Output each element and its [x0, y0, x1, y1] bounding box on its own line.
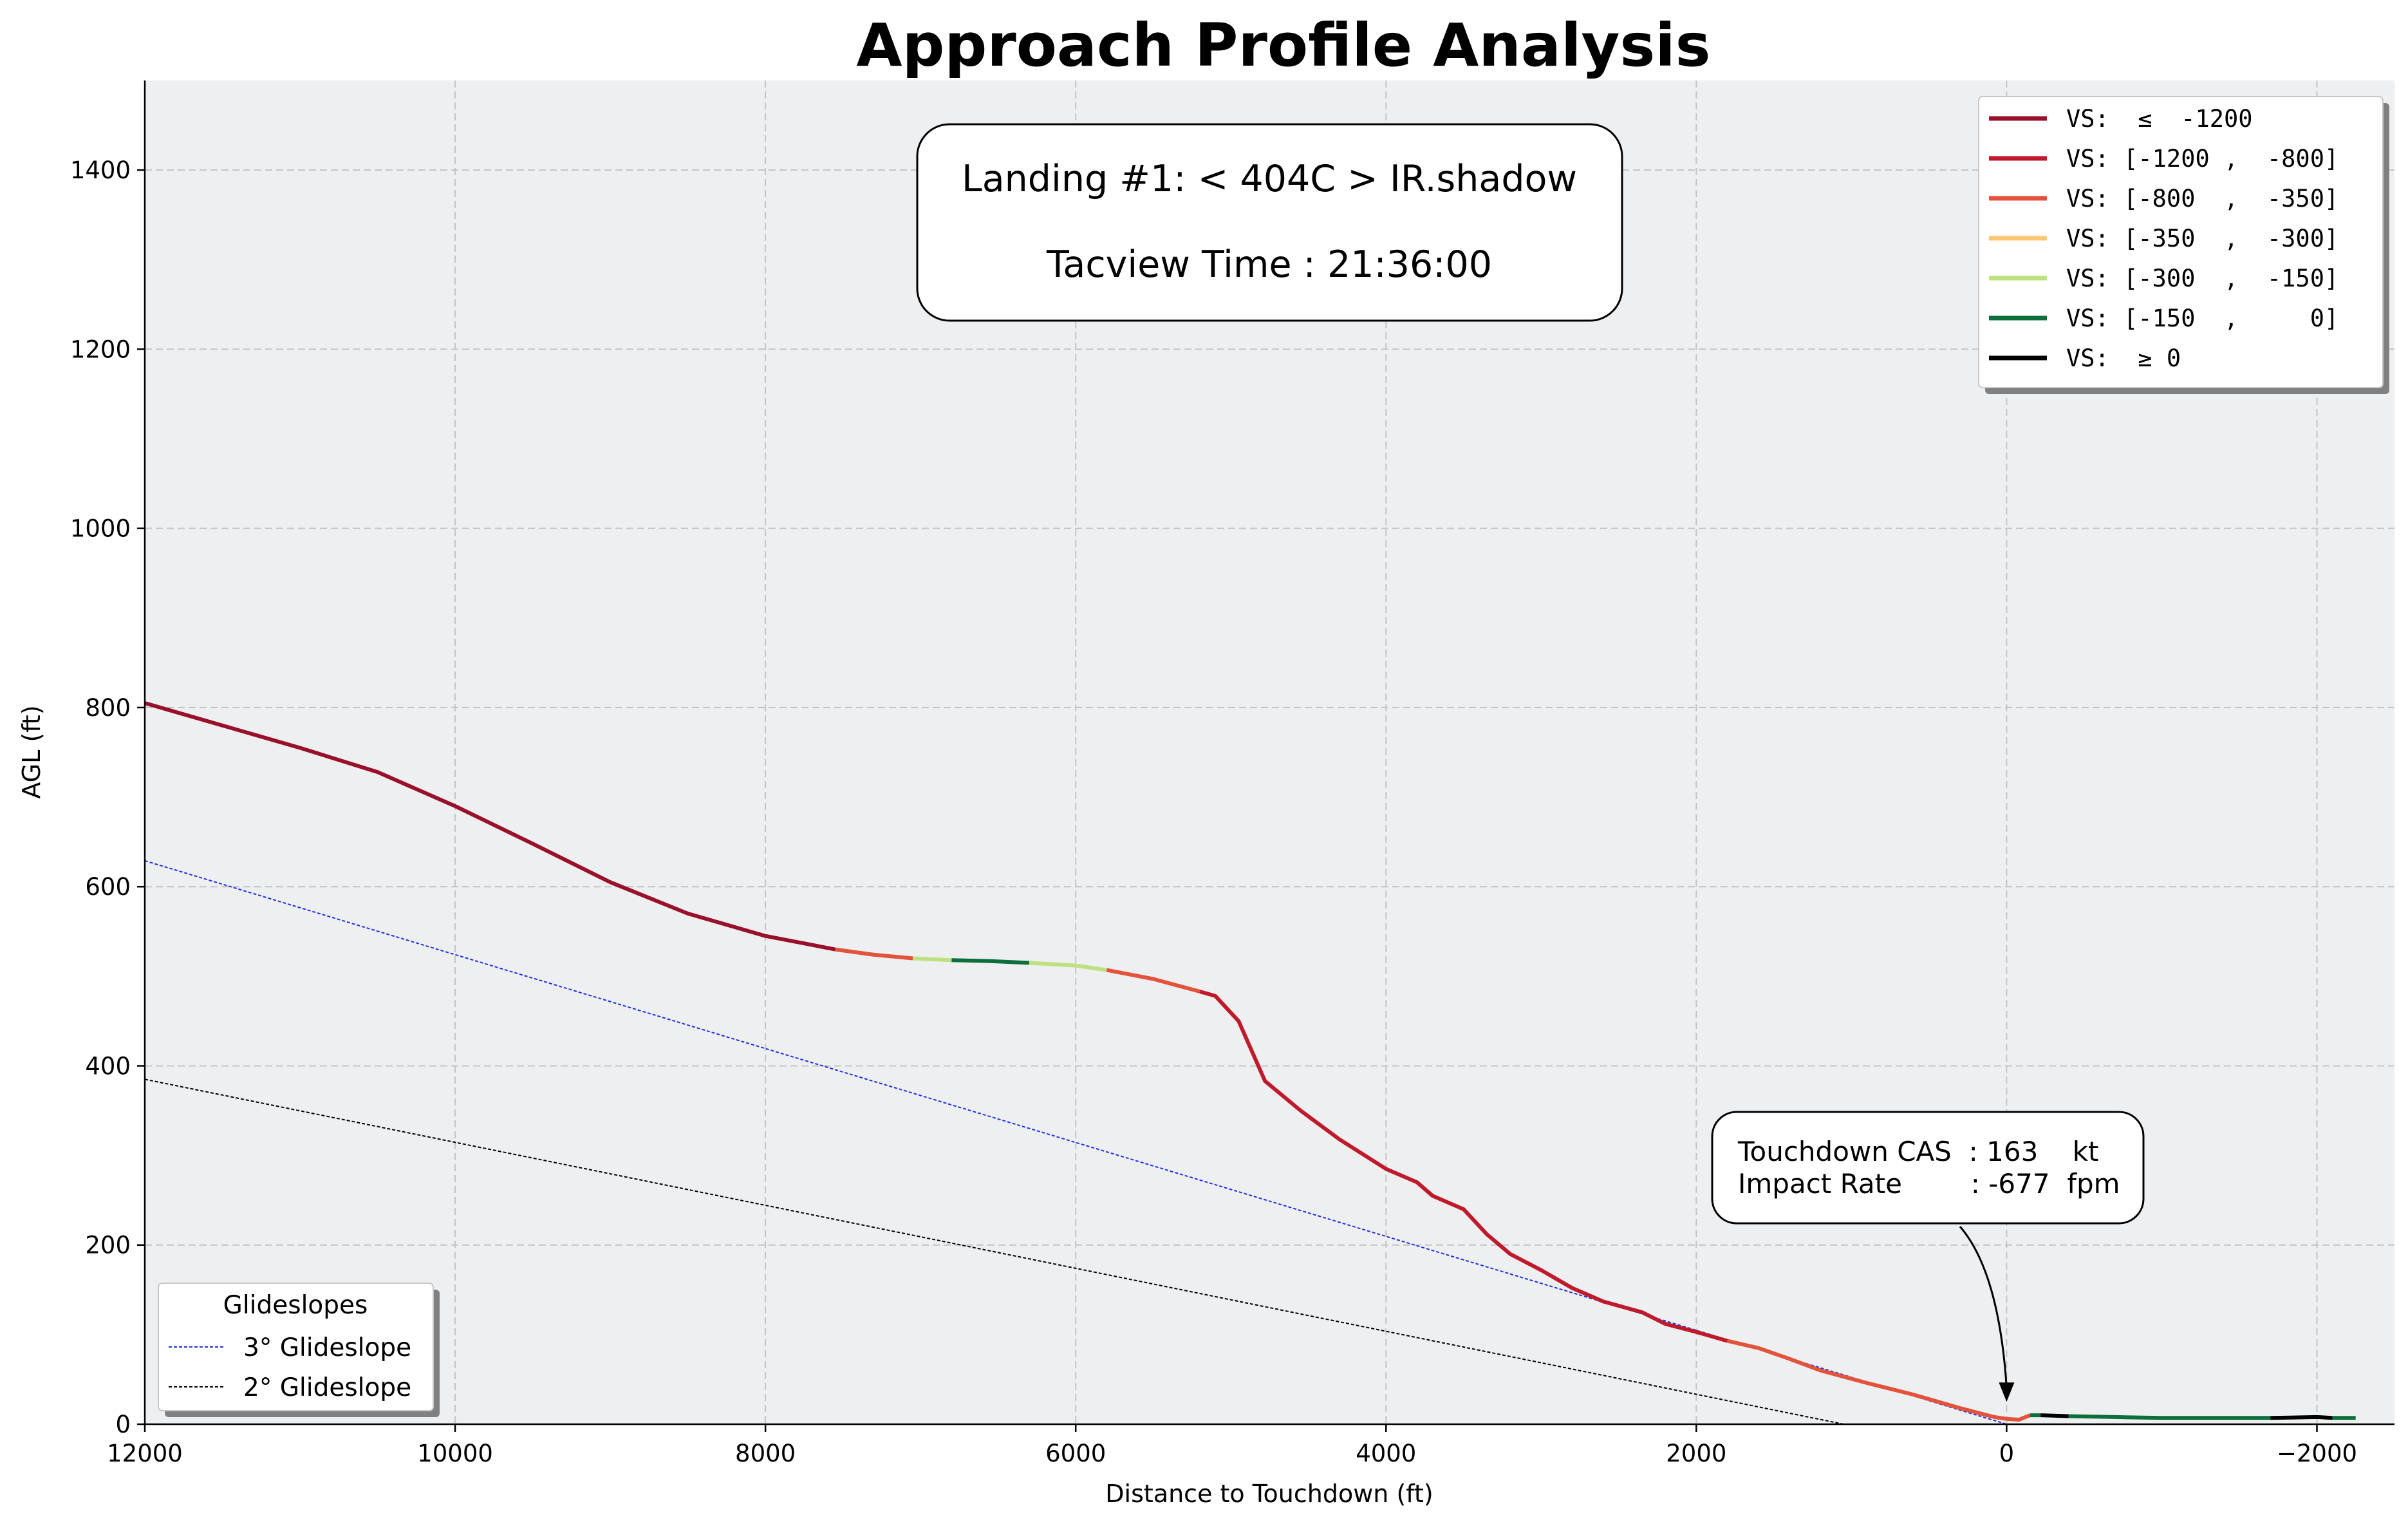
glideslope-2deg-line [144, 1078, 1844, 1425]
vs-legend-label: VS: [-150 , 0] [2066, 305, 2338, 332]
vs-legend-label: VS: [-300 , -150] [2066, 265, 2338, 292]
x-tick-label: 12000 [107, 1440, 183, 1467]
x-tick-label: 6000 [1045, 1440, 1106, 1467]
vs-segment [2270, 1415, 2333, 1420]
vs-segment [2040, 1413, 2069, 1418]
annotation-arrow [1959, 1226, 2008, 1388]
vs-segment [951, 958, 1030, 965]
x-tick-label: 0 [1999, 1440, 2015, 1467]
x-tick-label: 10000 [417, 1440, 493, 1467]
info-box-frame [916, 123, 1623, 322]
vs-segment [1106, 968, 1200, 993]
vs-legend-label: VS: [-800 , -350] [2066, 185, 2338, 212]
x-tick-label: −2000 [2277, 1440, 2357, 1467]
impact-rate: Impact Rate : -677 fpm [1738, 1168, 2120, 1199]
tacview-time: Tacview Time : 21:36:00 [1046, 243, 1492, 286]
landing-label: Landing #1: < 404C > IR.shadow [962, 158, 1577, 200]
annotation-arrowhead [1999, 1382, 2015, 1402]
y-tick-label: 800 [85, 694, 131, 722]
y-tick-label: 400 [85, 1052, 131, 1080]
y-tick-label: 200 [85, 1232, 131, 1259]
annotation-box [1711, 1111, 2145, 1225]
y-tick-label: 1200 [70, 335, 131, 363]
vs-profile-series [144, 701, 2356, 1422]
x-axis-label: Distance to Touchdown (ft) [1105, 1480, 1433, 1508]
glideslope-legend-frame [158, 1283, 434, 1411]
vs-legend-label: VS: [-350 , -300] [2066, 225, 2338, 252]
vs-segment [1726, 1339, 2031, 1422]
vs-segment [144, 701, 836, 952]
vs-segment [2068, 1414, 2271, 1420]
x-axis-ticks: 12000 10000 8000 6000 4000 2000 0 −2000 [107, 1424, 2357, 1467]
vs-legend-frame [1978, 96, 2384, 388]
x-tick-label: 8000 [735, 1440, 796, 1467]
glideslope-legend-entries: 3° Glideslope 2° Glideslope [169, 1333, 411, 1402]
glideslope-legend-label: 2° Glideslope [243, 1373, 411, 1402]
y-tick-label: 1000 [70, 515, 131, 543]
vs-legend-label: VS: [-1200 , -800] [2066, 145, 2338, 173]
y-tick-label: 600 [85, 873, 131, 901]
vs-segment [835, 947, 913, 961]
vs-legend-entries: VS: ≤ -1200 VS: [-1200 , -800] VS: [-800 ,… [1989, 105, 2338, 372]
touchdown-cas: Touchdown CAS : 163 kt [1737, 1136, 2099, 1167]
y-tick-label: 0 [115, 1411, 131, 1438]
vs-segment [912, 956, 952, 963]
y-tick-label: 1400 [70, 156, 131, 184]
glideslope-legend-title: Glideslopes [223, 1291, 368, 1320]
glideslope-legend: Glideslopes 3° Glideslope 2° Glideslope [158, 1283, 440, 1417]
glideslope-legend-label: 3° Glideslope [243, 1333, 411, 1362]
vs-legend-label: VS: ≥ 0 [2066, 344, 2181, 372]
y-axis-label: AGL (ft) [17, 705, 46, 798]
info-box: Landing #1: < 404C > IR.shadow Tacview T… [916, 123, 1623, 322]
vs-segment [1029, 961, 1107, 972]
touchdown-annotation: Touchdown CAS : 163 kt Impact Rate : -67… [1711, 1111, 2145, 1402]
x-tick-label: 4000 [1356, 1440, 1416, 1467]
y-axis-ticks: 0 200 400 600 800 1000 1200 1400 [70, 156, 145, 1438]
x-tick-label: 2000 [1666, 1440, 1726, 1467]
vs-legend-label: VS: ≤ -1200 [2066, 105, 2253, 133]
chart-title: Approach Profile Analysis [856, 11, 1710, 80]
glideslope-lines [144, 860, 2007, 1425]
vs-legend: VS: ≤ -1200 VS: [-1200 , -800] VS: [-800 ,… [1978, 96, 2389, 394]
vs-segment [1199, 990, 1728, 1343]
